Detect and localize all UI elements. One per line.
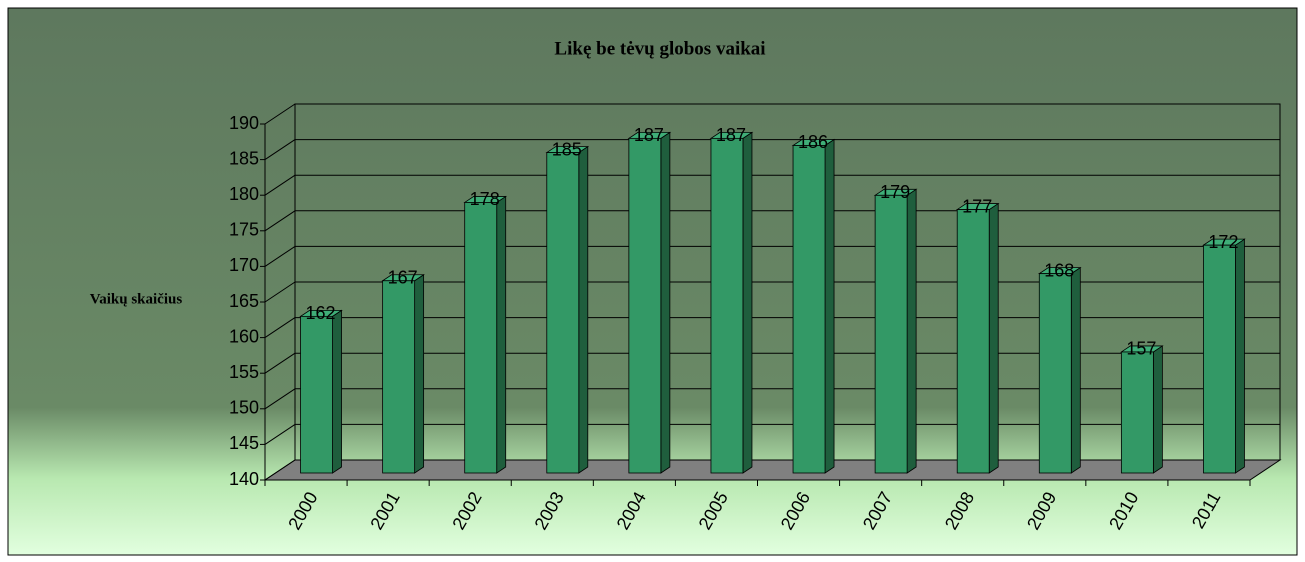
- bar: [628, 137, 662, 474]
- side-grid-line: [264, 245, 296, 267]
- bar-side: [1235, 238, 1245, 474]
- bar: [464, 202, 498, 474]
- bar-side: [1070, 266, 1081, 474]
- data-label: 168: [1044, 260, 1074, 280]
- data-label: 179: [880, 182, 910, 202]
- bar: [874, 194, 908, 474]
- data-label: 186: [798, 132, 828, 152]
- data-label: 187: [634, 125, 664, 145]
- side-grid-line: [264, 174, 296, 196]
- data-label: 172: [1208, 232, 1238, 252]
- data-label: 185: [552, 139, 582, 159]
- bar: [546, 152, 580, 474]
- data-label: 157: [1126, 339, 1156, 359]
- bar-side: [414, 274, 425, 474]
- bar-side: [578, 145, 589, 474]
- y-tick-label: 180: [229, 184, 259, 204]
- y-tick-label: 175: [229, 220, 259, 240]
- bar-side: [824, 138, 835, 474]
- bar-side: [742, 131, 753, 474]
- side-grid-line: [264, 352, 296, 374]
- bar-side: [332, 309, 342, 474]
- data-label: 167: [388, 268, 418, 288]
- bar-side: [660, 131, 671, 474]
- bar: [1038, 273, 1072, 474]
- side-grid-line: [264, 139, 296, 161]
- side-grid-line: [264, 423, 296, 445]
- side-grid-line: [264, 103, 296, 125]
- y-tick-label: 160: [229, 326, 259, 346]
- bar-side: [906, 188, 917, 474]
- side-grid-line: [264, 281, 296, 303]
- y-tick-label: 170: [229, 255, 259, 275]
- bar: [382, 280, 416, 474]
- data-label: 162: [306, 303, 336, 323]
- bar: [710, 137, 744, 474]
- y-tick-label: 140: [229, 469, 259, 489]
- side-grid-line: [264, 459, 296, 481]
- y-tick-label: 150: [229, 398, 259, 418]
- bar-side: [988, 202, 999, 474]
- y-tick-label: 190: [229, 113, 259, 133]
- y-axis-label: Vaikų skaičius: [90, 291, 183, 307]
- y-tick-label: 165: [229, 291, 259, 311]
- bar: [956, 209, 990, 474]
- bar: [1120, 351, 1154, 474]
- data-label: 178: [470, 189, 500, 209]
- side-grid-line: [264, 317, 296, 339]
- data-label: 177: [962, 196, 992, 216]
- data-label: 187: [716, 125, 746, 145]
- y-tick-label: 185: [229, 148, 259, 168]
- side-grid-line: [264, 210, 296, 232]
- side-grid-line: [264, 388, 296, 410]
- bar: [792, 145, 826, 474]
- bar-side: [496, 195, 507, 474]
- bar: [1203, 244, 1236, 474]
- y-tick-label: 145: [229, 433, 259, 453]
- bar-side: [1152, 345, 1163, 474]
- chart-title: Likę be tėvų globos vaikai: [554, 38, 765, 59]
- bar: [300, 315, 333, 474]
- y-tick-label: 155: [229, 362, 259, 382]
